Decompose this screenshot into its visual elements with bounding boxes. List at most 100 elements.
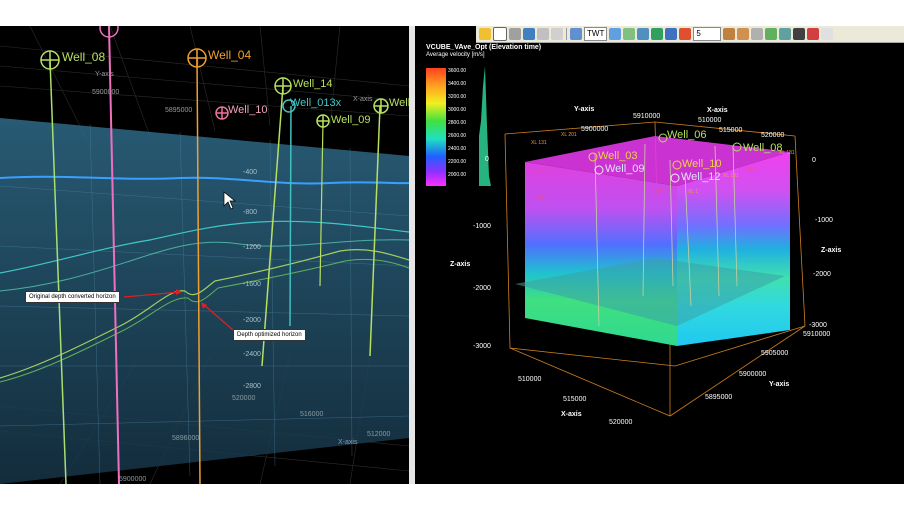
- svg-text:515000: 515000: [563, 396, 586, 403]
- svg-text:3200.00: 3200.00: [448, 94, 466, 100]
- well-pink-trace: [108, 26, 120, 484]
- face-icon[interactable]: [737, 28, 750, 40]
- zoom-icon[interactable]: [637, 28, 650, 40]
- well-09-label: Well_09: [331, 114, 371, 126]
- camera-icon[interactable]: [793, 28, 806, 40]
- well-14-label: Well_14: [293, 78, 333, 90]
- left-3d-canvas: Well_08 Well_04 Well_14 Well_10 Well_013…: [0, 26, 409, 484]
- svg-text:2400.00: 2400.00: [448, 146, 466, 152]
- velocity-legend-bar: [426, 68, 446, 186]
- svg-text:510000: 510000: [518, 376, 541, 383]
- top-x-axis-label: X-axis: [707, 107, 728, 114]
- tick-5900000: 5900000: [92, 89, 119, 96]
- horizon-blue: [0, 175, 409, 185]
- view-toolbar: TWT 5: [476, 26, 904, 43]
- well-10-label-right: Well_10: [682, 158, 722, 170]
- right-3d-canvas: 3600.00 3400.00 3200.00 3000.00 2800.00 …: [426, 66, 841, 426]
- pin-icon[interactable]: [821, 28, 834, 40]
- pointer-icon[interactable]: [493, 27, 507, 41]
- tick-5895000: 5895000: [165, 107, 192, 114]
- record-icon[interactable]: [679, 28, 692, 40]
- ruler-icon[interactable]: [551, 28, 563, 40]
- well-06-label: Well_06: [667, 129, 707, 141]
- top-y-axis-label: Y-axis: [574, 106, 594, 113]
- svg-text:5895000: 5895000: [705, 394, 732, 401]
- svg-text:-1600: -1600: [243, 281, 261, 288]
- svg-text:512000: 512000: [367, 431, 390, 438]
- left-3d-view[interactable]: Well_08 Well_04 Well_14 Well_10 Well_013…: [0, 26, 409, 484]
- light-icon[interactable]: [723, 28, 736, 40]
- well-04-label: Well_04: [208, 48, 251, 62]
- palette-icon[interactable]: [479, 28, 491, 40]
- well-right-trace: [369, 105, 381, 357]
- svg-text:520000: 520000: [232, 395, 255, 402]
- view-icon[interactable]: [523, 28, 535, 40]
- person-icon[interactable]: [807, 28, 820, 40]
- orbit-icon[interactable]: [623, 28, 636, 40]
- svg-text:IL 361: IL 361: [533, 196, 547, 202]
- svg-text:2800.00: 2800.00: [448, 120, 466, 126]
- left-x-axis-bottom-label: X-axis: [338, 439, 358, 446]
- svg-text:-2400: -2400: [243, 351, 261, 358]
- svg-text:XL 131: XL 131: [531, 140, 547, 146]
- layers-icon[interactable]: [779, 28, 792, 40]
- svg-text:2000.00: 2000.00: [448, 172, 466, 178]
- paint-icon[interactable]: [751, 28, 764, 40]
- well-08-trace: [49, 59, 67, 484]
- svg-text:5910000: 5910000: [803, 331, 830, 338]
- target-icon[interactable]: [651, 28, 664, 40]
- svg-text:-3000: -3000: [473, 343, 491, 350]
- svg-text:5896000: 5896000: [172, 435, 199, 442]
- link-icon[interactable]: [570, 28, 582, 40]
- number-select[interactable]: 5: [693, 27, 722, 41]
- svg-text:516000: 516000: [300, 411, 323, 418]
- well-14-trace: [261, 85, 284, 367]
- z-axis-right-label: Z-axis: [821, 247, 841, 254]
- svg-text:-2000: -2000: [473, 285, 491, 292]
- well-03-label: Well_03: [598, 150, 638, 162]
- chart-icon[interactable]: [765, 28, 778, 40]
- cube-top-slice: [525, 136, 790, 186]
- svg-text:-400: -400: [243, 169, 257, 176]
- horizon-cyan: [0, 220, 409, 274]
- well-10-label: Well_10: [228, 104, 268, 116]
- svg-text:-2000: -2000: [243, 317, 261, 324]
- callout-optimized-horizon: Depth optimized horizon: [233, 329, 306, 341]
- svg-text:0: 0: [812, 157, 816, 164]
- svg-text:5900000: 5900000: [739, 371, 766, 378]
- home-icon[interactable]: [609, 28, 622, 40]
- svg-text:520000: 520000: [609, 419, 632, 426]
- arrow-optimized: [202, 303, 234, 331]
- svg-text:IL 1: IL 1: [748, 168, 756, 174]
- volume-title: VCUBE_VAve_Opt (Elevation time): [426, 44, 542, 51]
- bottom-y-axis-label: Y-axis: [769, 381, 789, 388]
- measure-icon[interactable]: [509, 28, 521, 40]
- frame-icon[interactable]: [665, 28, 678, 40]
- svg-text:510000: 510000: [698, 117, 721, 124]
- svg-text:515000: 515000: [719, 127, 742, 134]
- mouse-cursor-icon: [223, 191, 236, 210]
- svg-text:XL 1: XL 1: [688, 189, 698, 195]
- right-3d-view[interactable]: 3600.00 3400.00 3200.00 3000.00 2800.00 …: [415, 26, 904, 484]
- bottom-x-axis-label: X-axis: [561, 411, 582, 418]
- svg-text:XL 181: XL 181: [779, 150, 795, 156]
- well-013x-marker: [282, 99, 296, 113]
- svg-text:IL 181: IL 181: [533, 170, 547, 176]
- well-04-trace: [196, 57, 201, 484]
- horizon-optimized: [0, 258, 409, 383]
- svg-text:-2800: -2800: [243, 383, 261, 390]
- svg-text:-3000: -3000: [809, 322, 827, 329]
- well-013x-trace: [289, 105, 292, 327]
- svg-text:3000.00: 3000.00: [448, 107, 466, 113]
- svg-text:5910000: 5910000: [633, 113, 660, 120]
- depth-plane: [0, 118, 409, 484]
- svg-text:5905000: 5905000: [761, 350, 788, 357]
- domain-select[interactable]: TWT: [584, 27, 608, 41]
- svg-text:-1000: -1000: [473, 223, 491, 230]
- split-divider[interactable]: [409, 26, 415, 484]
- grid-icon[interactable]: [537, 28, 549, 40]
- svg-text:XL 201: XL 201: [561, 132, 577, 138]
- legend-subtitle: Average velocity [m/s]: [426, 52, 485, 58]
- svg-text:3400.00: 3400.00: [448, 81, 466, 87]
- svg-text:XL 181: XL 181: [723, 173, 739, 179]
